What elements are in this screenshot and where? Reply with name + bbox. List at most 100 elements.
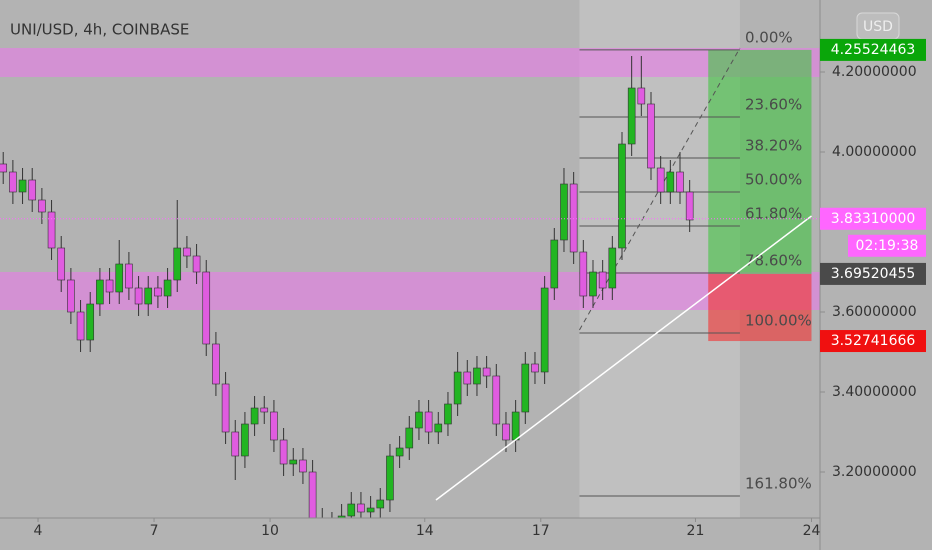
candle-body <box>598 271 607 289</box>
price-label: 3.83310000 <box>831 211 916 227</box>
currency-label[interactable]: USD <box>863 19 893 35</box>
candle-body <box>357 503 365 513</box>
candle-body <box>308 471 317 518</box>
candle-body <box>550 239 559 289</box>
candle-body <box>115 263 124 293</box>
x-tick-label: 17 <box>532 523 550 539</box>
candle-body <box>163 279 172 297</box>
candle-body <box>183 247 191 257</box>
candle-body <box>221 383 230 433</box>
fib-label: 61.80% <box>745 205 802 223</box>
candle-body <box>125 263 133 289</box>
candle-body <box>289 459 298 465</box>
zone <box>0 48 820 77</box>
countdown: 02:19:38 <box>856 238 919 254</box>
price-label-box <box>820 38 926 61</box>
candle-body <box>386 455 394 501</box>
chart-title: UNI/USD, 4h, COINBASE <box>10 21 189 39</box>
candle-body <box>144 287 153 305</box>
fib-label: 23.60% <box>745 96 802 114</box>
plot-area: 0.00%23.60%38.20%50.00%61.80%78.60%100.0… <box>0 0 820 518</box>
trend-line <box>435 215 812 501</box>
candle-body <box>192 255 201 273</box>
price-label: 3.52741666 <box>831 333 916 349</box>
fib-label: 100.00% <box>745 312 812 330</box>
candle-body <box>366 507 375 513</box>
fib-label: 50.00% <box>745 171 802 189</box>
candle-body <box>608 247 617 289</box>
y-tick-label: 3.40000000 <box>832 384 917 400</box>
candle-body <box>424 411 433 433</box>
candle-body <box>589 271 597 297</box>
candle-body <box>666 171 675 193</box>
candle-body <box>656 167 665 193</box>
candle-body <box>647 103 655 169</box>
candle-body <box>521 363 530 413</box>
x-tick-label: 7 <box>150 523 159 539</box>
candle-body <box>569 183 578 253</box>
y-tick-label: 4.00000000 <box>832 144 917 160</box>
candle-body <box>560 183 568 241</box>
fib-label: 161.80% <box>745 475 812 493</box>
candle-body <box>463 371 472 385</box>
candle-body <box>376 499 385 509</box>
candle-body <box>105 279 114 293</box>
price-label-box <box>820 262 926 285</box>
x-tick-label: 4 <box>34 523 43 539</box>
position-loss <box>708 273 812 342</box>
candle-body <box>241 423 249 457</box>
candle-body <box>618 143 626 249</box>
countdown-box <box>848 234 926 257</box>
candle-body <box>637 87 646 105</box>
candle-body <box>502 423 510 441</box>
candle-body <box>38 199 46 213</box>
position-profit <box>708 49 812 274</box>
candle-body <box>260 407 269 413</box>
candle-body <box>482 367 491 377</box>
y-tick-label: 4.20000000 <box>832 64 917 80</box>
candle-body <box>434 423 443 433</box>
candle-body <box>47 211 56 249</box>
candle-body <box>405 427 414 449</box>
candle-body <box>511 411 520 441</box>
candle-body <box>279 439 288 465</box>
candle-body <box>415 411 423 429</box>
candle-body <box>173 247 182 281</box>
candle-body <box>492 375 501 425</box>
price-label-box <box>820 330 926 353</box>
price-label: 3.69520455 <box>831 266 916 282</box>
fib-label: 38.20% <box>745 137 802 155</box>
candle-body <box>67 279 75 313</box>
candle-body <box>28 179 37 201</box>
candle-body <box>337 515 346 518</box>
candle-body <box>154 287 162 297</box>
candle-body <box>453 371 462 405</box>
candle-body <box>347 503 356 517</box>
candle-body <box>57 247 66 281</box>
candle-body <box>76 311 85 341</box>
candle-body <box>231 431 240 457</box>
candle-body <box>250 407 259 425</box>
candle-body <box>134 287 143 305</box>
candle-body <box>202 271 211 345</box>
candle-body <box>627 87 636 145</box>
candle-body <box>395 447 404 457</box>
candle-body <box>579 251 588 297</box>
candle-body <box>9 171 17 193</box>
x-tick-label: 10 <box>261 523 279 539</box>
candle-body <box>18 179 27 193</box>
candle-body <box>86 303 95 341</box>
candle-body <box>531 363 539 373</box>
price-label-box <box>820 207 926 230</box>
price-label: 4.25524463 <box>831 42 916 58</box>
y-tick-label: 3.60000000 <box>832 304 917 320</box>
candle-body <box>299 459 307 473</box>
candle-body <box>540 287 549 373</box>
candle-body <box>212 343 220 385</box>
fib-label: 0.00% <box>745 28 793 46</box>
candle-body <box>270 411 278 441</box>
x-tick-label: 24 <box>803 523 821 539</box>
candle-body <box>685 191 694 221</box>
y-tick-label: 3.20000000 <box>832 464 917 480</box>
